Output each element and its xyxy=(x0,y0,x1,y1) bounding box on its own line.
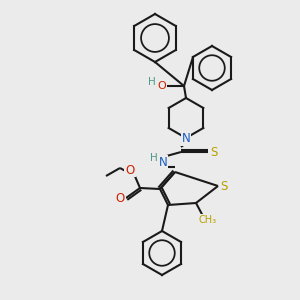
Text: O: O xyxy=(125,164,135,176)
Text: N: N xyxy=(159,155,167,169)
Text: O: O xyxy=(158,81,166,91)
Text: O: O xyxy=(116,191,124,205)
Text: S: S xyxy=(220,179,228,193)
Text: H: H xyxy=(148,77,156,87)
Text: CH₃: CH₃ xyxy=(199,215,217,225)
Text: H: H xyxy=(150,153,158,163)
Text: N: N xyxy=(182,133,190,146)
Text: S: S xyxy=(210,146,218,158)
